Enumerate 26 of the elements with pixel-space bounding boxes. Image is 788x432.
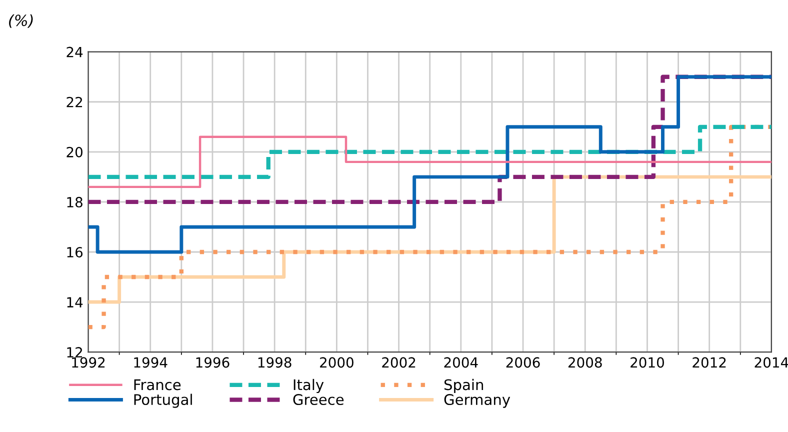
legend-label: Greece [293, 394, 344, 406]
x-tick-label: 2010 [630, 357, 664, 368]
y-tick-label: 24 [66, 46, 83, 58]
y-tick-label: 12 [67, 347, 82, 358]
y-tick-label: 16 [67, 246, 83, 258]
legend-label: Italy [294, 378, 324, 394]
x-tick-label: 2014 [754, 357, 788, 368]
legend-label: France [134, 379, 181, 390]
legend-label: Spain [444, 378, 484, 394]
y-tick-label: 18 [67, 196, 82, 208]
y-tick-label: 14 [67, 297, 83, 308]
x-tick-label: 1992 [72, 357, 105, 368]
legend-label: Germany [444, 394, 510, 408]
x-tick-label: 2008 [568, 357, 602, 368]
y-tick-label: 20 [66, 146, 82, 158]
x-tick-label: 1996 [196, 357, 230, 368]
x-tick-label: 1994 [134, 357, 168, 368]
y-axis-title: (%) [9, 14, 33, 28]
x-tick-label: 2000 [320, 357, 354, 368]
x-tick-label: 2012 [692, 357, 726, 368]
x-tick-label: 2006 [506, 357, 540, 368]
x-tick-label: 2002 [382, 357, 416, 368]
x-tick-label: 1998 [258, 357, 292, 368]
legend-label: Portugal [134, 394, 192, 408]
y-tick-label: 22 [66, 96, 82, 108]
x-tick-label: 2004 [444, 357, 478, 368]
